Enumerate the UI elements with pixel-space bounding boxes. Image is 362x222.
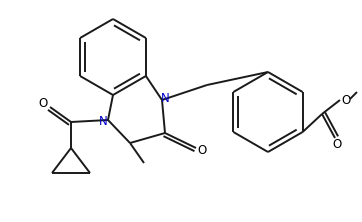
Text: N: N [161,91,169,105]
Text: N: N [98,115,108,127]
Text: O: O [341,93,351,107]
Text: O: O [332,139,342,151]
Text: O: O [197,143,207,157]
Text: O: O [38,97,48,109]
